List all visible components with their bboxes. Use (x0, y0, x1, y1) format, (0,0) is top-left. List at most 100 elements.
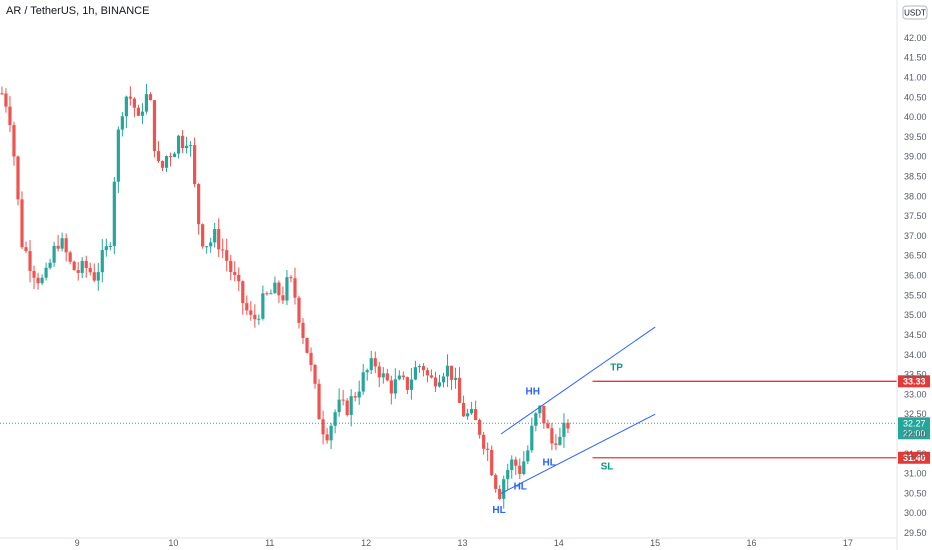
candle-body (353, 396, 357, 398)
candle-body (164, 156, 169, 168)
candle-body (369, 358, 373, 371)
trendline-lower (500, 413, 656, 494)
candle-body (245, 303, 249, 311)
y-tick-label: 36.00 (904, 271, 927, 281)
candle-body (148, 94, 153, 101)
chart-title: AR / TetherUS, 1h, BINANCE (6, 5, 149, 17)
y-tick-label: 36.50 (904, 251, 927, 261)
x-tick-label: 9 (75, 538, 80, 548)
candle-body (542, 405, 546, 424)
currency-badge-label: USDT (904, 9, 926, 18)
candle-body (401, 375, 405, 378)
candle-body (168, 156, 173, 158)
candle-body (502, 479, 506, 499)
candle-body (28, 251, 32, 271)
candle-body (16, 156, 20, 200)
candle-body (237, 274, 241, 282)
y-tick-label: 31.50 (904, 449, 927, 459)
candle-body (349, 396, 353, 415)
candle-body (233, 272, 237, 275)
annotation-sl: SL (601, 462, 614, 473)
candle-body (514, 459, 518, 466)
annotation-hh: HH (526, 386, 540, 397)
annotation-hl: HL (492, 505, 505, 516)
candle-body (433, 377, 438, 387)
candle-body (108, 246, 112, 248)
candle-body (465, 413, 470, 417)
candle-body (461, 402, 466, 417)
trendline-upper (500, 326, 656, 435)
candle-body (68, 252, 72, 262)
candle-body (249, 310, 253, 315)
candle-body (478, 420, 482, 435)
candle-body (297, 297, 301, 323)
candle-body (36, 277, 40, 284)
candle-body (341, 399, 345, 401)
candle-body (193, 145, 197, 185)
candle-body (365, 370, 369, 373)
candle-body (217, 229, 221, 250)
candle-body (172, 153, 177, 158)
y-tick-label: 32.50 (904, 409, 927, 419)
y-tick-label: 41.00 (904, 72, 927, 82)
x-tick-label: 12 (361, 538, 371, 548)
x-tick-label: 15 (650, 538, 660, 548)
y-tick-label: 39.50 (904, 132, 927, 142)
candle-body (269, 293, 273, 295)
annotation-hl: HL (514, 481, 527, 492)
candle-body (329, 425, 333, 441)
candle-body (518, 465, 522, 475)
y-tick-label: 40.50 (904, 92, 927, 102)
candle-body (4, 93, 8, 107)
candle-body (522, 461, 526, 475)
candle-body (80, 260, 84, 273)
candle-body (209, 242, 213, 247)
candle-body (201, 224, 205, 247)
candle-body (457, 377, 462, 403)
candle-body (253, 314, 257, 320)
candle-body (409, 379, 413, 390)
x-tick-label: 14 (554, 538, 564, 548)
candle-body (229, 260, 233, 273)
candle-body (136, 107, 141, 116)
candle-body (397, 375, 401, 380)
candle-body (558, 436, 562, 445)
candle-body (385, 373, 389, 381)
candle-body (160, 161, 165, 168)
candle-body (437, 382, 442, 387)
candle-body (84, 260, 88, 268)
candle-body (8, 106, 12, 126)
candle-body (64, 238, 68, 253)
candle-body (289, 277, 293, 279)
candle-body (417, 366, 422, 368)
y-tick-label: 33.50 (904, 370, 927, 380)
y-tick-label: 37.50 (904, 211, 927, 221)
x-tick-label: 17 (843, 538, 853, 548)
candle-body (317, 383, 321, 420)
candle-body (132, 98, 136, 108)
candle-body (56, 245, 60, 249)
candle-body (265, 293, 269, 295)
candle-body (92, 272, 96, 281)
candle-body (100, 250, 104, 273)
candle-body (486, 448, 490, 450)
current-price-label: 32.27 (903, 418, 926, 428)
candle-body (554, 443, 558, 445)
level-label-sl: 31.40 (903, 453, 926, 463)
currency-badge[interactable]: USDT (902, 5, 928, 20)
candle-body (189, 145, 193, 147)
candle-body (144, 94, 149, 112)
candle-body (357, 391, 361, 398)
candle-body (377, 366, 381, 378)
x-tick-label: 16 (746, 538, 756, 548)
candle-body (128, 96, 132, 99)
candle-body (152, 100, 157, 152)
candle-body (405, 377, 409, 390)
candle-body (429, 375, 434, 378)
y-tick-label: 30.00 (904, 508, 927, 518)
y-tick-label: 30.50 (904, 488, 927, 498)
candle-body (32, 270, 36, 278)
candle-body (361, 372, 365, 392)
candle-body (389, 380, 393, 394)
